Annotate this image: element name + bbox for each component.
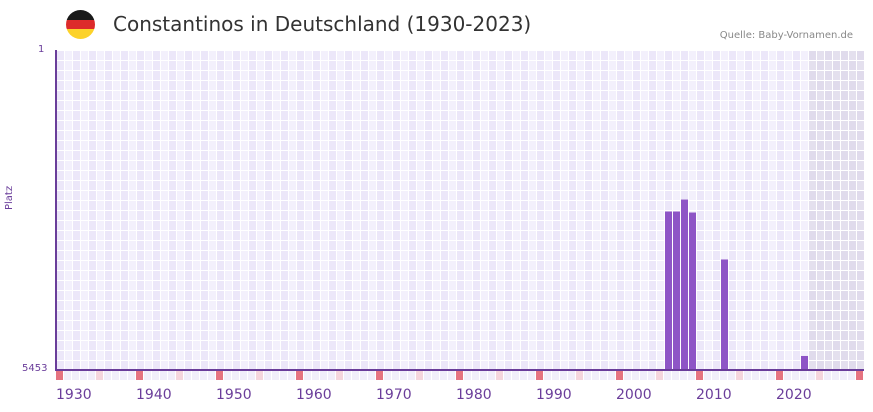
- x-tick-label: 2000: [616, 387, 652, 403]
- bar-2023: [801, 355, 808, 370]
- y-axis-bottom-label: 5453: [22, 363, 48, 374]
- x-tick-label: 1930: [56, 387, 92, 403]
- page-title: Constantinos in Deutschland (1930-2023): [113, 12, 532, 36]
- x-tick-label: 1980: [456, 387, 492, 403]
- x-tick-label: 1940: [136, 387, 172, 403]
- y-axis-title: Platz: [4, 185, 15, 210]
- x-tick-label: 2010: [696, 387, 732, 403]
- x-tick-label: 1950: [216, 387, 252, 403]
- bar-2007: [673, 211, 680, 370]
- germany-flag-icon: [66, 10, 95, 39]
- x-tick-label: 1990: [536, 387, 572, 403]
- bar-2006: [665, 211, 672, 370]
- y-axis-line: [55, 50, 57, 371]
- bar-2013: [721, 259, 728, 370]
- chart-plot-area: [57, 51, 864, 370]
- bar-2009: [689, 212, 696, 370]
- x-tick-label: 1960: [296, 387, 332, 403]
- y-axis-top-label: 1: [38, 44, 45, 55]
- decade-markers: [56, 371, 863, 380]
- x-axis-line: [55, 369, 864, 371]
- bar-2008: [681, 199, 688, 370]
- x-tick-label: 1970: [376, 387, 412, 403]
- x-tick-label: 2020: [776, 387, 812, 403]
- source-label: Quelle: Baby-Vornamen.de: [719, 30, 853, 41]
